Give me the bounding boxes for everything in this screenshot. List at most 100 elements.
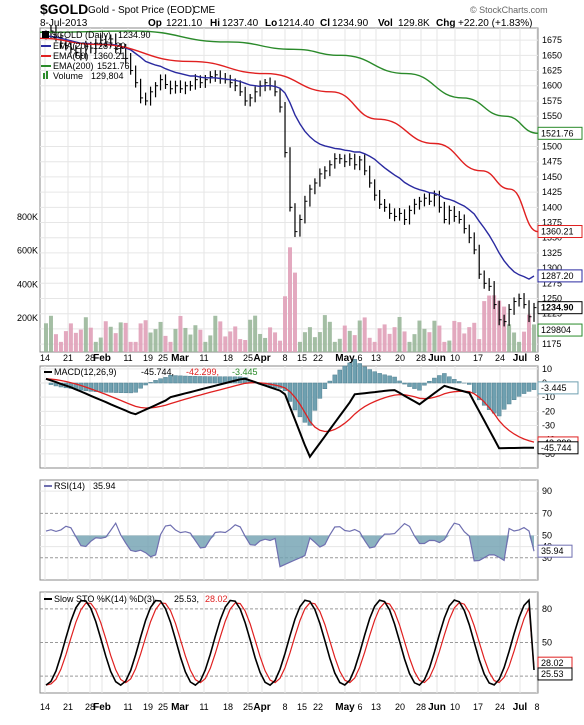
volume-bar <box>58 341 63 352</box>
legend-ema200-value: 1521.76 <box>97 61 130 71</box>
x-tick-label: Feb <box>93 702 111 713</box>
volume-bar <box>312 337 317 352</box>
macd-value-3: -3.445 <box>232 367 258 377</box>
volume-bar <box>527 314 532 352</box>
macd-histogram-bar <box>198 376 203 384</box>
x-tick-label: 25 <box>158 702 168 712</box>
price-tick-label: 1550 <box>542 111 562 121</box>
volume-value-tag <box>537 323 583 337</box>
quote-open-label: Op <box>148 18 162 29</box>
x-tick-label: Apr <box>253 353 270 364</box>
legend-volume-label: Volume <box>53 71 83 81</box>
volume-bar <box>273 332 278 352</box>
x-tick-label: May <box>335 702 355 713</box>
volume-bar <box>113 333 118 352</box>
volume-bar <box>193 325 198 352</box>
price-tick-label: 1475 <box>542 157 562 167</box>
sto-value-tag <box>537 667 573 681</box>
volume-bar <box>422 328 427 352</box>
volume-bar <box>63 331 68 352</box>
volume-tick-label: 200K <box>17 313 38 323</box>
volume-bar <box>477 339 482 352</box>
legend-volume-value: 129,804 <box>91 71 124 81</box>
price-panel: 1175120012251250127513001325135013751400… <box>17 25 583 353</box>
x-tick-label: 25 <box>158 353 168 363</box>
quote-chg-label: Chg <box>436 18 455 29</box>
x-tick-label: 15 <box>297 353 307 363</box>
quote-vol: 129.8K <box>398 18 430 29</box>
volume-bar <box>78 329 83 352</box>
x-tick-label: 22 <box>313 702 323 712</box>
volume-bar <box>263 337 268 352</box>
quote-close: 1234.90 <box>332 18 369 29</box>
rsi-tick-label: 70 <box>542 508 552 518</box>
volume-bar <box>163 335 168 352</box>
volume-tick-label: 600K <box>17 246 38 256</box>
volume-bar <box>188 334 193 352</box>
macd-histogram-bar <box>88 382 94 392</box>
volume-bar <box>118 322 123 352</box>
price-tick-label: 1175 <box>542 339 561 349</box>
legend-ema50-label: EMA(50) <box>53 51 89 61</box>
volume-bar <box>243 340 248 352</box>
volume-bar <box>522 331 527 352</box>
volume-bar <box>387 333 392 352</box>
macd-histogram-bar <box>312 382 318 411</box>
volume-bar <box>258 333 263 352</box>
x-tick-label: 20 <box>395 702 405 712</box>
macd-histogram-bar <box>227 376 233 384</box>
price-tick-label: 1275 <box>542 278 562 288</box>
macd-label-text: MACD(12,26,9) <box>54 367 117 377</box>
volume-bar <box>327 321 332 352</box>
volume-bar <box>93 341 98 352</box>
x-tick-label: 14 <box>40 702 50 712</box>
volume-bar <box>292 272 297 352</box>
macd-histogram-bar <box>168 375 173 384</box>
macd-histogram-bar <box>516 382 522 397</box>
volume-bar <box>337 338 342 352</box>
volume-bar <box>283 296 288 352</box>
x-tick-label: 17 <box>473 702 483 712</box>
rsi-panel: 907050403035.94 <box>39 479 573 581</box>
legend-ema200-label: EMA(200) <box>53 61 94 71</box>
legend-price-label: $GOLD (Daily) <box>52 30 111 40</box>
volume-bar <box>123 322 128 352</box>
volume-bar <box>168 341 173 352</box>
macd-histogram-bar <box>511 382 517 400</box>
macd-histogram-bar <box>531 382 537 390</box>
x-tick-label: 24 <box>495 353 505 363</box>
macd-tick-label: -30 <box>542 421 555 431</box>
macd-histogram-bar <box>163 377 168 384</box>
macd-histogram-bar <box>158 378 163 384</box>
macd-histogram-bar <box>178 375 183 384</box>
x-tick-label: 14 <box>40 353 50 363</box>
volume-bar <box>238 339 243 352</box>
macd-histogram-bar <box>506 382 512 405</box>
macd-histogram-bar <box>397 380 402 384</box>
sto-d-line <box>45 601 535 686</box>
macd-histogram-bar <box>322 382 328 389</box>
macd-histogram-bar <box>113 382 118 393</box>
macd-histogram-bar <box>367 369 372 384</box>
x-tick-label: Jun <box>428 353 446 364</box>
x-tick-label: 13 <box>371 353 381 363</box>
macd-histogram-bar <box>123 382 128 394</box>
x-tick-label: 28 <box>416 353 426 363</box>
x-tick-label: Jul <box>513 702 528 713</box>
volume-bar <box>492 295 497 352</box>
volume-bar <box>397 316 402 352</box>
chart-name: Gold - Spot Price (EOD) <box>88 5 195 16</box>
macd-histogram-bar <box>93 382 99 392</box>
price-tick-label: 1250 <box>542 294 562 304</box>
volume-bar <box>53 334 58 352</box>
macd-histogram-bar <box>412 382 417 389</box>
macd-histogram-bar <box>491 382 497 414</box>
volume-bar <box>73 332 78 352</box>
macd-histogram-bar <box>521 382 527 394</box>
macd-label: MACD(12,26,9) -45.744, -42.299, -3.445 <box>44 367 258 377</box>
macd-histogram-bar <box>526 382 532 392</box>
chart-watermark: © StockCharts.com <box>470 5 548 15</box>
